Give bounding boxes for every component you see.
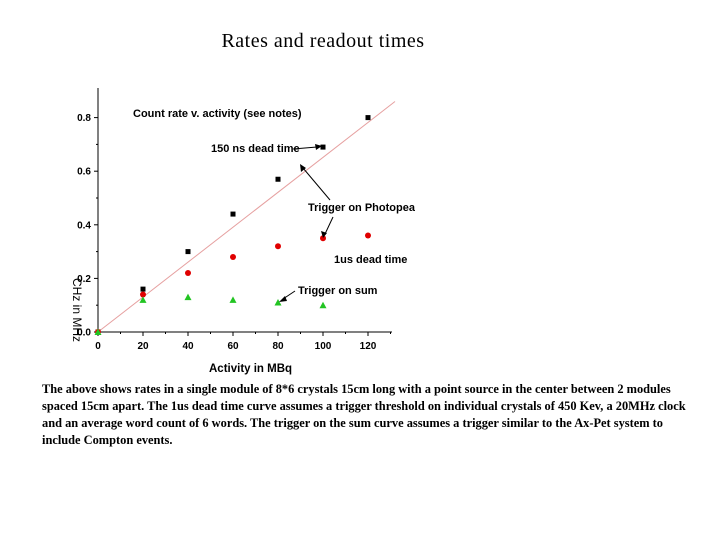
x-tick-label: 60	[227, 341, 239, 352]
data-point-150-ns-dead-time	[185, 249, 191, 255]
page-title: Rates and readout times	[221, 30, 425, 52]
y-tick-label: 0.6	[77, 167, 91, 178]
data-point-trigger-on-sum	[94, 328, 102, 335]
x-tick-label: 100	[315, 341, 332, 352]
arrow-150ns	[292, 146, 318, 150]
y-tick-label: 0.0	[77, 328, 91, 339]
y-tick-label: 0.2	[77, 274, 91, 285]
arrow-photopeak-1	[302, 167, 331, 201]
x-tick-label: 40	[182, 341, 194, 352]
data-point-150-ns-dead-time	[230, 211, 236, 217]
data-point-1us-dead-time	[365, 232, 371, 239]
data-point-1us-dead-time	[185, 270, 191, 277]
arrowhead-150ns	[315, 144, 322, 150]
x-tick-label: 80	[272, 341, 284, 352]
chart-title: Count rate v. activity (see notes)	[133, 108, 302, 120]
data-point-trigger-on-sum	[139, 296, 147, 303]
arrowhead-trigger-sum	[279, 296, 287, 302]
annotation-1us: 1us dead time	[334, 254, 407, 266]
data-point-1us-dead-time	[320, 235, 326, 242]
y-axis-label: CHz in MHz	[70, 278, 84, 342]
data-point-1us-dead-time	[230, 253, 236, 260]
annotation-150ns: 150 ns dead time	[211, 143, 300, 155]
data-point-150-ns-dead-time	[365, 115, 371, 121]
x-axis-label: Activity in MBq	[209, 363, 292, 375]
description-text: The above shows rates in a single module…	[42, 382, 686, 447]
annotation-photopeak: Trigger on Photopeak	[308, 202, 415, 214]
data-point-1us-dead-time	[275, 243, 281, 250]
y-tick-label: 0.4	[77, 220, 91, 231]
x-tick-label: 120	[360, 341, 377, 352]
data-point-trigger-on-sum	[274, 299, 282, 306]
y-tick-label: 0.8	[77, 113, 91, 124]
arrowhead-photopeak-1	[300, 164, 306, 172]
data-point-trigger-on-sum	[184, 293, 192, 301]
data-point-1us-dead-time	[140, 291, 146, 298]
arrowhead-photopeak-2	[321, 231, 327, 238]
data-point-150-ns-dead-time	[140, 286, 146, 292]
arrow-photopeak-2	[324, 216, 334, 235]
annotation-trigger-sum: Trigger on sum	[298, 285, 378, 297]
reference-line	[97, 101, 396, 333]
x-tick-label: 0	[95, 341, 101, 352]
count-rate-chart: Count rate v. activity (see notes) 0 20 40…	[70, 88, 415, 375]
data-point-150-ns-dead-time	[275, 176, 281, 182]
data-point-150-ns-dead-time	[320, 144, 326, 150]
data-point-trigger-on-sum	[229, 296, 237, 303]
x-tick-label: 20	[137, 341, 149, 352]
data-point-trigger-on-sum	[319, 301, 327, 309]
